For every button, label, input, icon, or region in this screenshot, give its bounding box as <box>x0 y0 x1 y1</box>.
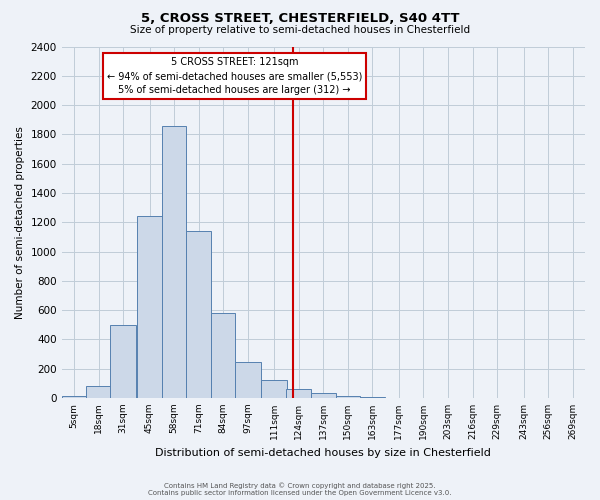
X-axis label: Distribution of semi-detached houses by size in Chesterfield: Distribution of semi-detached houses by … <box>155 448 491 458</box>
Bar <box>262 380 287 398</box>
Bar <box>162 126 187 398</box>
Bar <box>187 231 211 398</box>
Bar <box>335 396 360 398</box>
Text: Contains public sector information licensed under the Open Government Licence v3: Contains public sector information licen… <box>148 490 452 496</box>
Bar <box>311 393 335 398</box>
Bar <box>286 389 311 398</box>
Text: Size of property relative to semi-detached houses in Chesterfield: Size of property relative to semi-detach… <box>130 25 470 35</box>
Bar <box>86 386 111 398</box>
Text: Contains HM Land Registry data © Crown copyright and database right 2025.: Contains HM Land Registry data © Crown c… <box>164 482 436 489</box>
Bar <box>235 362 260 398</box>
Bar <box>110 324 136 398</box>
Y-axis label: Number of semi-detached properties: Number of semi-detached properties <box>15 126 25 318</box>
Bar <box>62 396 86 398</box>
Bar <box>360 397 385 398</box>
Text: 5 CROSS STREET: 121sqm
← 94% of semi-detached houses are smaller (5,553)
5% of s: 5 CROSS STREET: 121sqm ← 94% of semi-det… <box>107 57 362 95</box>
Text: 5, CROSS STREET, CHESTERFIELD, S40 4TT: 5, CROSS STREET, CHESTERFIELD, S40 4TT <box>141 12 459 26</box>
Bar <box>137 216 162 398</box>
Bar <box>211 313 235 398</box>
